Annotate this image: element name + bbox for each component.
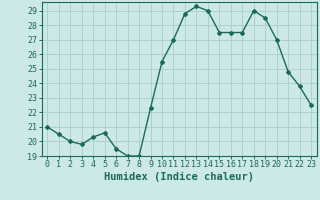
X-axis label: Humidex (Indice chaleur): Humidex (Indice chaleur): [104, 172, 254, 182]
